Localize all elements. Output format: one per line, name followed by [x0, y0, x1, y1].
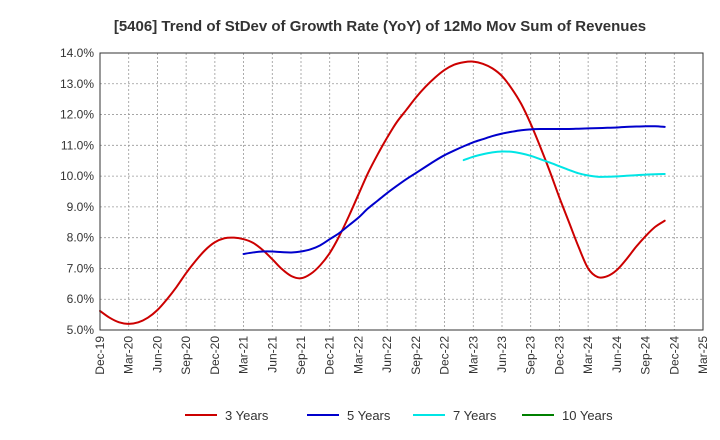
y-tick-label: 11.0%: [61, 138, 94, 152]
x-tick-label: Mar-22: [351, 336, 365, 374]
chart-title: [5406] Trend of StDev of Growth Rate (Yo…: [114, 18, 646, 35]
x-tick-label: Sep-24: [639, 336, 653, 375]
y-tick-label: 13.0%: [60, 77, 94, 91]
series-line-3-years: [99, 60, 666, 325]
x-tick-label: Jun-20: [150, 336, 164, 373]
y-tick-label: 12.0%: [60, 108, 94, 122]
legend-label: 7 Years: [453, 408, 497, 423]
series-line-7-years: [462, 150, 666, 178]
x-tick-label: Dec-22: [438, 336, 452, 375]
y-tick-label: 14.0%: [60, 46, 94, 60]
plot-area: [100, 53, 703, 330]
y-tick-label: 7.0%: [67, 261, 95, 275]
x-tick-label: Dec-19: [93, 336, 107, 375]
x-tick-label: Jun-21: [265, 336, 279, 373]
x-tick-label: Sep-20: [179, 336, 193, 375]
y-tick-label: 10.0%: [60, 169, 94, 183]
legend-label: 10 Years: [562, 408, 613, 423]
x-tick-label: Sep-23: [524, 336, 538, 375]
y-tick-label: 5.0%: [67, 323, 95, 337]
x-tick-label: Mar-21: [237, 336, 251, 374]
x-tick-label: Jun-22: [380, 336, 394, 373]
x-tick-label: Dec-23: [552, 336, 566, 375]
x-tick-label: Mar-23: [466, 336, 480, 374]
y-tick-label: 9.0%: [67, 200, 95, 214]
x-tick-label: Mar-24: [581, 336, 595, 374]
plot-border: [99, 52, 704, 331]
series-line-5-years: [242, 125, 666, 255]
legend-label: 3 Years: [225, 408, 269, 423]
x-tick-label: Sep-22: [409, 336, 423, 375]
x-tick-label: Jun-24: [610, 336, 624, 373]
y-axis: 5.0% 6.0% 7.0% 8.0% 9.0% 10.0% 11.0% 12.0% 13.0%…: [60, 46, 94, 337]
x-tick-label: Dec-21: [323, 336, 337, 375]
x-tick-label: Sep-21: [294, 336, 308, 375]
x-tick-label: Jun-23: [495, 336, 509, 373]
legend: 3 Years 5 Years 7 Years 10 Years: [185, 408, 613, 423]
x-tick-label: Mar-20: [122, 336, 136, 374]
x-axis: Dec-19 Mar-20 Jun-20 Sep-20 Dec-20 Mar-21 Jun-…: [93, 336, 710, 375]
legend-label: 5 Years: [347, 408, 391, 423]
x-tick-label: Dec-24: [667, 336, 681, 375]
series-layer: [99, 60, 666, 325]
y-tick-label: 8.0%: [67, 231, 95, 245]
y-tick-label: 6.0%: [67, 292, 95, 306]
x-tick-label: Mar-25: [696, 336, 710, 374]
x-tick-label: Dec-20: [208, 336, 222, 375]
